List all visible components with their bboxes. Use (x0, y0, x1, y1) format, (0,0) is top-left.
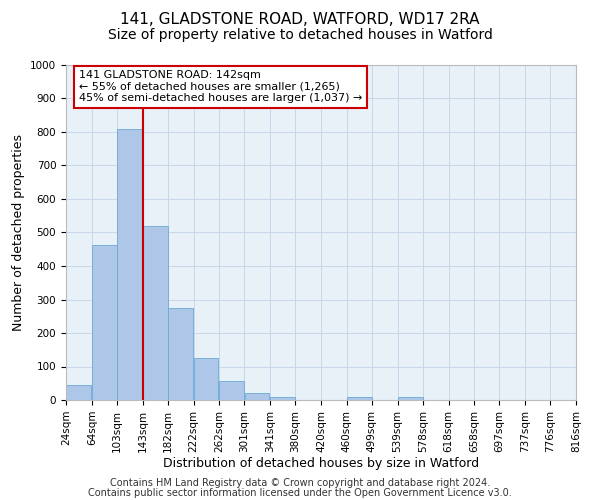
Bar (168, 308, 193, 400)
Bar (347, 396, 372, 400)
Bar (270, 396, 295, 400)
Bar (117, 128, 142, 400)
Bar (194, 358, 218, 400)
Y-axis label: Number of detached properties: Number of detached properties (11, 134, 25, 331)
Bar (143, 226, 167, 400)
Bar (398, 398, 422, 400)
Text: Contains HM Land Registry data © Crown copyright and database right 2024.: Contains HM Land Registry data © Crown c… (110, 478, 490, 488)
Text: Size of property relative to detached houses in Watford: Size of property relative to detached ho… (107, 28, 493, 42)
Bar (92, 245, 117, 400)
Bar (66, 385, 91, 400)
Bar (245, 392, 269, 400)
X-axis label: Distribution of detached houses by size in Watford: Distribution of detached houses by size … (163, 458, 479, 470)
Text: Contains public sector information licensed under the Open Government Licence v3: Contains public sector information licen… (88, 488, 512, 498)
Bar (220, 380, 244, 400)
Text: 141, GLADSTONE ROAD, WATFORD, WD17 2RA: 141, GLADSTONE ROAD, WATFORD, WD17 2RA (120, 12, 480, 28)
Text: 141 GLADSTONE ROAD: 142sqm
← 55% of detached houses are smaller (1,265)
45% of s: 141 GLADSTONE ROAD: 142sqm ← 55% of deta… (79, 70, 362, 103)
